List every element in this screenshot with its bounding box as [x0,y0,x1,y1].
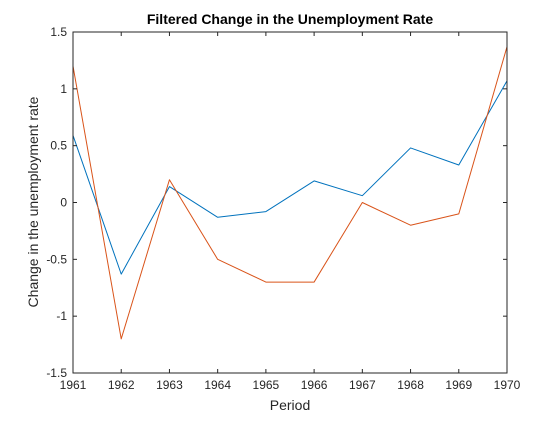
chart-title: Filtered Change in the Unemployment Rate [147,11,433,27]
y-tick-label: -1 [56,309,67,323]
axes: 1961 1962 1963 1964 1965 1966 1967 1968 1969 1970… [46,25,520,392]
x-tick-label: 1961 [60,378,87,392]
series-layer [72,46,508,340]
x-tick-label: 1962 [108,378,135,392]
y-tick-label: 1 [60,82,67,96]
x-axis-label: Period [270,397,310,413]
plot-background [73,32,507,373]
y-tick-label: 0.5 [50,139,67,153]
y-tick-label: 1.5 [50,25,67,39]
plot-area [73,32,507,373]
x-tick-label: 1968 [397,378,424,392]
y-tick-label: -0.5 [46,252,67,266]
x-tick-label: 1966 [301,378,328,392]
x-tick-label: 1963 [156,378,183,392]
series-line-2 [72,46,508,340]
y-tick-label: -1.5 [46,366,67,380]
y-axis-label: Change in the unemployment rate [25,96,41,307]
x-tick-label: 1964 [204,378,231,392]
x-tick-label: 1969 [445,378,472,392]
series-line-1 [72,80,508,275]
x-tick-label: 1965 [253,378,280,392]
x-tick-label: 1967 [349,378,376,392]
x-tick-label: 1970 [494,378,521,392]
y-tick-label: 0 [60,196,67,210]
